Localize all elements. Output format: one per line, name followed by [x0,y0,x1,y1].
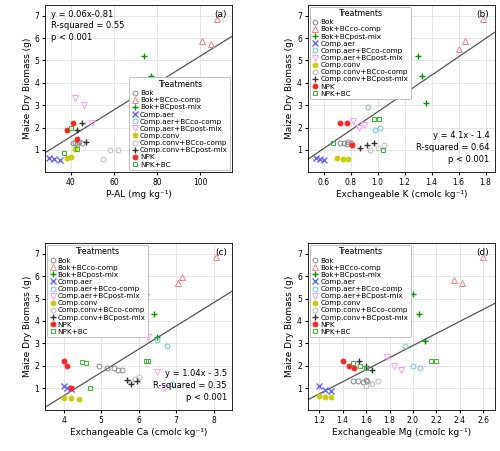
Legend: Bok, Bok+BCco-comp, Bok+BCpost-mix, Comp.aer, Comp.aer+BCco-comp, Comp.aer+BCpos: Bok, Bok+BCco-comp, Bok+BCpost-mix, Comp… [130,78,230,170]
Y-axis label: Maize Dry Biomass (g): Maize Dry Biomass (g) [286,38,294,139]
Text: y = 4.1x - 1.4
R-squared = 0.64
p < 0.001: y = 4.1x - 1.4 R-squared = 0.64 p < 0.00… [416,131,490,164]
Y-axis label: Maize Dry Biomass (g): Maize Dry Biomass (g) [286,276,294,377]
X-axis label: P-AL (mg kg⁻¹): P-AL (mg kg⁻¹) [106,189,172,198]
X-axis label: Exchangeable Ca (cmolc kg⁻¹): Exchangeable Ca (cmolc kg⁻¹) [70,428,207,437]
X-axis label: Exchangeable Mg (cmolc kg⁻¹): Exchangeable Mg (cmolc kg⁻¹) [332,428,471,437]
Text: y = 1.04x - 3.5
R-squared = 0.35
p < 0.001: y = 1.04x - 3.5 R-squared = 0.35 p < 0.0… [154,369,227,402]
Text: y = 2.7x - 2.5
R-squared = 0.36
p < 0.001: y = 2.7x - 2.5 R-squared = 0.36 p < 0.00… [313,248,387,281]
Text: y = 0.06x-0.81
R-squared = 0.55
p < 0.001: y = 0.06x-0.81 R-squared = 0.55 p < 0.00… [50,9,124,42]
Legend: Bok, Bok+BCco-comp, Bok+BCpost-mix, Comp.aer, Comp.aer+BCco-comp, Comp.aer+BCpos: Bok, Bok+BCco-comp, Bok+BCpost-mix, Comp… [310,7,410,99]
Text: (b): (b) [476,9,490,18]
Y-axis label: Maize Dry Biomass (g): Maize Dry Biomass (g) [23,38,32,139]
X-axis label: Exchangeable K (cmolc kg⁻¹): Exchangeable K (cmolc kg⁻¹) [336,189,467,198]
Text: (d): (d) [476,248,490,257]
Legend: Bok, Bok+BCco-comp, Bok+BCpost-mix, Comp.aer, Comp.aer+BCco-comp, Comp.aer+BCpos: Bok, Bok+BCco-comp, Bok+BCpost-mix, Comp… [47,245,148,337]
Legend: Bok, Bok+BCco-comp, Bok+BCpost-mix, Comp.aer, Comp.aer+BCco-comp, Comp.aer+BCpos: Bok, Bok+BCco-comp, Bok+BCpost-mix, Comp… [310,245,410,337]
Y-axis label: Maize Dry Biomass (g): Maize Dry Biomass (g) [23,276,32,377]
Text: (c): (c) [215,248,227,257]
Text: (a): (a) [214,9,227,18]
